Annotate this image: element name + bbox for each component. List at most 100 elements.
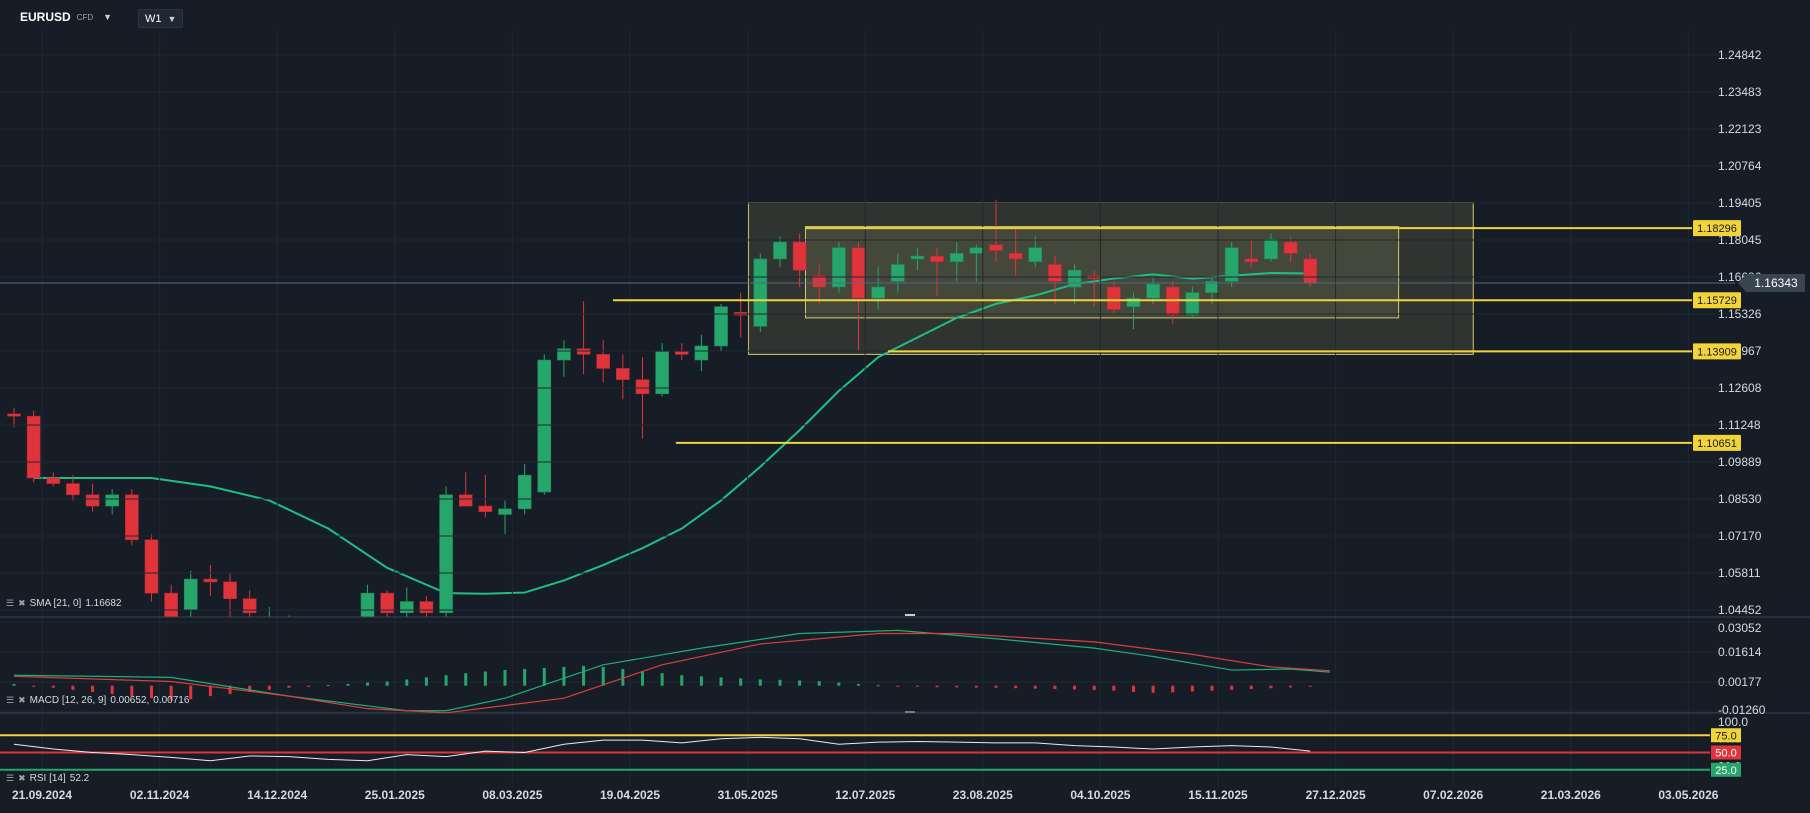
candle-body <box>1067 269 1082 288</box>
level-badge <box>1693 434 1741 451</box>
macd-histogram-bar <box>130 685 134 697</box>
candle-body <box>714 306 728 347</box>
candle-body <box>1107 286 1121 310</box>
candle <box>596 340 611 383</box>
pane-resize-handle[interactable] <box>905 614 915 616</box>
macd-histogram-bar <box>601 666 605 686</box>
candle <box>557 340 571 377</box>
rsi-legend: ☰ ✖ RSI [14] 52.2 <box>6 773 89 784</box>
macd-histogram-bar <box>1210 685 1214 691</box>
macd-histogram-bar <box>503 670 507 686</box>
x-tick-label: 15.11.2025 <box>1188 788 1248 802</box>
y-tick-label: 1.18045 <box>1718 233 1762 247</box>
candle-body <box>832 247 846 288</box>
y-tick-label: 1.05811 <box>1718 566 1761 580</box>
settings-icon[interactable]: ☰ <box>6 773 15 783</box>
macd-histogram-bar <box>307 685 311 687</box>
macd-signal-line <box>13 632 1330 714</box>
macd-histogram-bar <box>680 675 684 686</box>
candle-body <box>1126 297 1141 307</box>
settings-icon[interactable]: ☰ <box>6 695 15 705</box>
candle-body <box>1146 283 1160 299</box>
y-tick-label: 1.07170 <box>1718 529 1762 543</box>
x-tick-label: 02.11.2024 <box>130 788 190 802</box>
y-tick-label: 1.12608 <box>1718 381 1762 395</box>
candle-body <box>674 351 689 355</box>
y-tick-label: 1.08530 <box>1718 492 1762 506</box>
candle-body <box>183 578 198 611</box>
candle <box>674 343 689 361</box>
candle-body <box>1303 258 1318 284</box>
timeframe-selector[interactable]: W1 ▼ <box>138 9 184 28</box>
symbol-selector[interactable]: EURUSD CFD ▼ <box>20 10 112 24</box>
close-icon[interactable]: ✖ <box>18 695 26 705</box>
candle-body <box>596 354 611 369</box>
candle <box>85 483 100 512</box>
macd-histogram-bar <box>1033 685 1037 689</box>
candle <box>773 236 787 268</box>
candle-body <box>419 601 434 614</box>
macd-histogram-bar <box>974 685 978 688</box>
macd-histogram-bar <box>935 685 939 688</box>
macd-histogram-bar <box>876 685 880 687</box>
macd-value: 0.00652, <box>110 695 150 706</box>
candle-body <box>871 286 885 299</box>
level-badge <box>1693 220 1741 237</box>
macd-histogram-bar <box>169 685 173 701</box>
rsi-level-label: 75.0 <box>1715 730 1736 742</box>
macd-legend: ☰ ✖ MACD [12, 26, 9] 0.00652, 0.00716 <box>6 695 189 706</box>
macd-histogram-bar <box>896 685 900 687</box>
macd-histogram-bar <box>1269 685 1273 689</box>
candle <box>268 607 270 617</box>
candle <box>714 303 728 352</box>
chevron-down-icon[interactable]: ▼ <box>103 12 113 22</box>
candle-body <box>969 247 984 254</box>
y-tick-label: 1.04452 <box>1718 603 1762 617</box>
macd-y-tick-label: 0.00177 <box>1718 675 1762 689</box>
candle <box>930 247 944 296</box>
macd-histogram-bar <box>1249 685 1253 690</box>
timeframe-label: W1 <box>145 12 162 25</box>
chevron-down-icon[interactable]: ▼ <box>167 13 177 24</box>
candle-body <box>125 494 139 541</box>
candle-body <box>478 505 493 512</box>
x-tick-label: 19.04.2025 <box>600 788 660 802</box>
candle <box>1008 228 1023 276</box>
macd-histogram-bar <box>32 685 36 687</box>
settings-icon[interactable]: ☰ <box>6 598 15 608</box>
candle <box>851 242 866 352</box>
macd-histogram-bar <box>955 685 959 688</box>
candle-body <box>66 483 80 496</box>
macd-histogram-bar <box>640 671 644 686</box>
macd-histogram-bar <box>719 677 723 686</box>
candle-body <box>1185 292 1200 316</box>
x-tick-label: 25.01.2025 <box>365 788 425 802</box>
x-tick-label: 04.10.2025 <box>1070 788 1130 802</box>
candle-body <box>1224 247 1239 282</box>
y-tick-label: 1.19405 <box>1718 196 1762 210</box>
close-icon[interactable]: ✖ <box>18 773 26 783</box>
x-tick-label: 21.09.2024 <box>12 788 72 802</box>
current-price-badge <box>1738 273 1805 292</box>
close-icon[interactable]: ✖ <box>18 598 26 608</box>
macd-histogram-bar <box>817 681 821 686</box>
x-tick-label: 23.08.2025 <box>953 788 1013 802</box>
macd-histogram-bar <box>248 685 252 692</box>
candle-body <box>1244 258 1259 263</box>
macd-histogram-bar <box>778 679 782 686</box>
macd-histogram-bar <box>189 685 193 700</box>
candle-body <box>242 598 257 614</box>
candle-body <box>537 359 552 493</box>
macd-histogram-bar <box>366 682 370 686</box>
macd-y-tick-label: 0.01614 <box>1718 645 1762 659</box>
macd-histogram-bar <box>110 685 114 695</box>
candle-body <box>517 474 532 510</box>
candle <box>380 590 394 617</box>
candle-body <box>557 348 571 361</box>
candle <box>7 407 21 428</box>
candle-body <box>576 348 591 355</box>
macd-histogram-bar <box>208 685 212 697</box>
rsi-value: 52.2 <box>69 773 90 784</box>
